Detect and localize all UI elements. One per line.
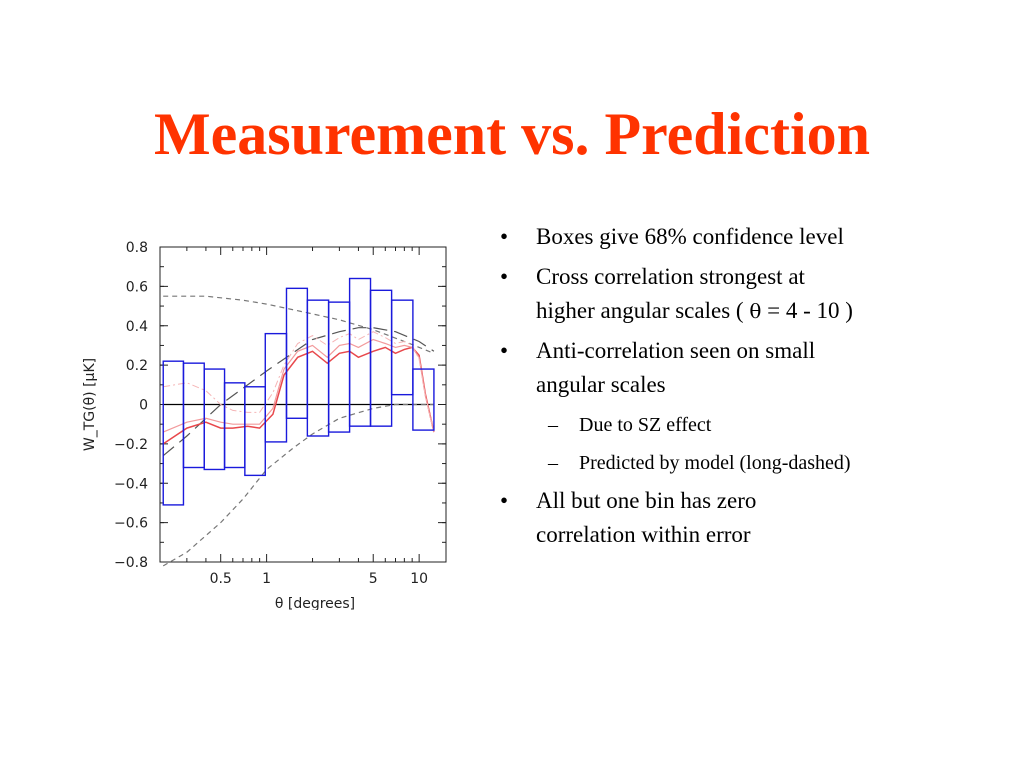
bullet-item: • Boxes give 68% confidence level xyxy=(496,220,996,254)
x-tick-label: 10 xyxy=(410,571,428,587)
confidence-box xyxy=(244,386,266,477)
y-tick-label: 0.6 xyxy=(126,279,148,295)
bullet-item: • All but one bin has zero correlation w… xyxy=(496,484,996,552)
sub-bullet-text: Due to SZ effect xyxy=(579,414,712,436)
sub-bullet-item: – Predicted by model (long-dashed) xyxy=(496,446,996,480)
y-tick-label: −0.6 xyxy=(114,516,148,532)
bullet-text: Boxes give 68% confidence level xyxy=(536,224,844,249)
bullet-text-line: Anti-correlation seen on small xyxy=(536,338,816,363)
bullet-marker: • xyxy=(500,264,509,289)
bullet-marker: • xyxy=(500,224,509,249)
bullet-marker: • xyxy=(500,488,509,513)
sub-bullet-marker: – xyxy=(548,414,558,436)
bullet-text-line: angular scales xyxy=(536,372,666,397)
y-tick-label: 0.8 xyxy=(126,240,148,256)
sub-bullet-text: Predicted by model (long-dashed) xyxy=(579,452,851,474)
bullet-text-line: = 4 - 10 ) xyxy=(761,298,853,323)
bullet-text-line: higher angular scales ( xyxy=(536,298,750,323)
confidence-box xyxy=(390,299,414,396)
curve-solid xyxy=(162,338,435,433)
theta-symbol: θ xyxy=(749,299,762,323)
bullet-list: • Boxes give 68% confidence level • Cros… xyxy=(496,220,996,558)
y-tick-label: 0.2 xyxy=(126,358,148,374)
curve-solid xyxy=(162,346,435,445)
confidence-box xyxy=(264,332,288,443)
confidence-box xyxy=(306,299,330,437)
y-tick-label: −0.2 xyxy=(114,437,148,453)
y-axis-label: W_TG(θ) [μK] xyxy=(82,358,98,451)
x-tick-label: 1 xyxy=(262,571,271,587)
confidence-box xyxy=(412,368,435,431)
chart-plot: 0.8 0.6 0.4 0.2 0 −0.2 −0.4 −0.6 −0.8 0.5 1 5 10 θ [d… xyxy=(82,240,447,612)
confidence-box xyxy=(285,287,309,419)
confidence-box xyxy=(182,362,205,469)
bullet-marker: • xyxy=(500,338,509,363)
slide-title: Measurement vs. Prediction xyxy=(154,101,870,167)
y-tick-label: −0.4 xyxy=(114,476,148,492)
x-axis-label: θ [degrees] xyxy=(275,596,355,610)
sub-bullet-item: – Due to SZ effect xyxy=(496,408,996,442)
y-tick-label: 0.4 xyxy=(126,319,148,335)
y-tick-label: 0 xyxy=(139,398,148,414)
curve-short-dashed xyxy=(163,295,435,354)
x-tick-label: 5 xyxy=(369,571,378,587)
confidence-box xyxy=(223,382,246,469)
bullet-text-line: Cross correlation strongest at xyxy=(536,264,805,289)
bullet-text-line: All but one bin has zero xyxy=(536,488,757,513)
bullet-item: • Cross correlation strongest at higher … xyxy=(496,260,996,328)
curve-long-dashed xyxy=(162,327,435,457)
confidence-box xyxy=(327,301,351,433)
curve-short-dashed xyxy=(162,403,434,567)
chart-figure: 0.8 0.6 0.4 0.2 0 −0.2 −0.4 −0.6 −0.8 0.5 1 5 10 θ [d… xyxy=(70,235,460,612)
bullet-text-line: correlation within error xyxy=(536,522,751,547)
bullet-item: • Anti-correlation seen on small angular… xyxy=(496,334,996,402)
sub-bullet-marker: – xyxy=(548,452,558,474)
y-tick-label: −0.8 xyxy=(114,555,148,571)
x-tick-label: 0.5 xyxy=(210,571,232,587)
